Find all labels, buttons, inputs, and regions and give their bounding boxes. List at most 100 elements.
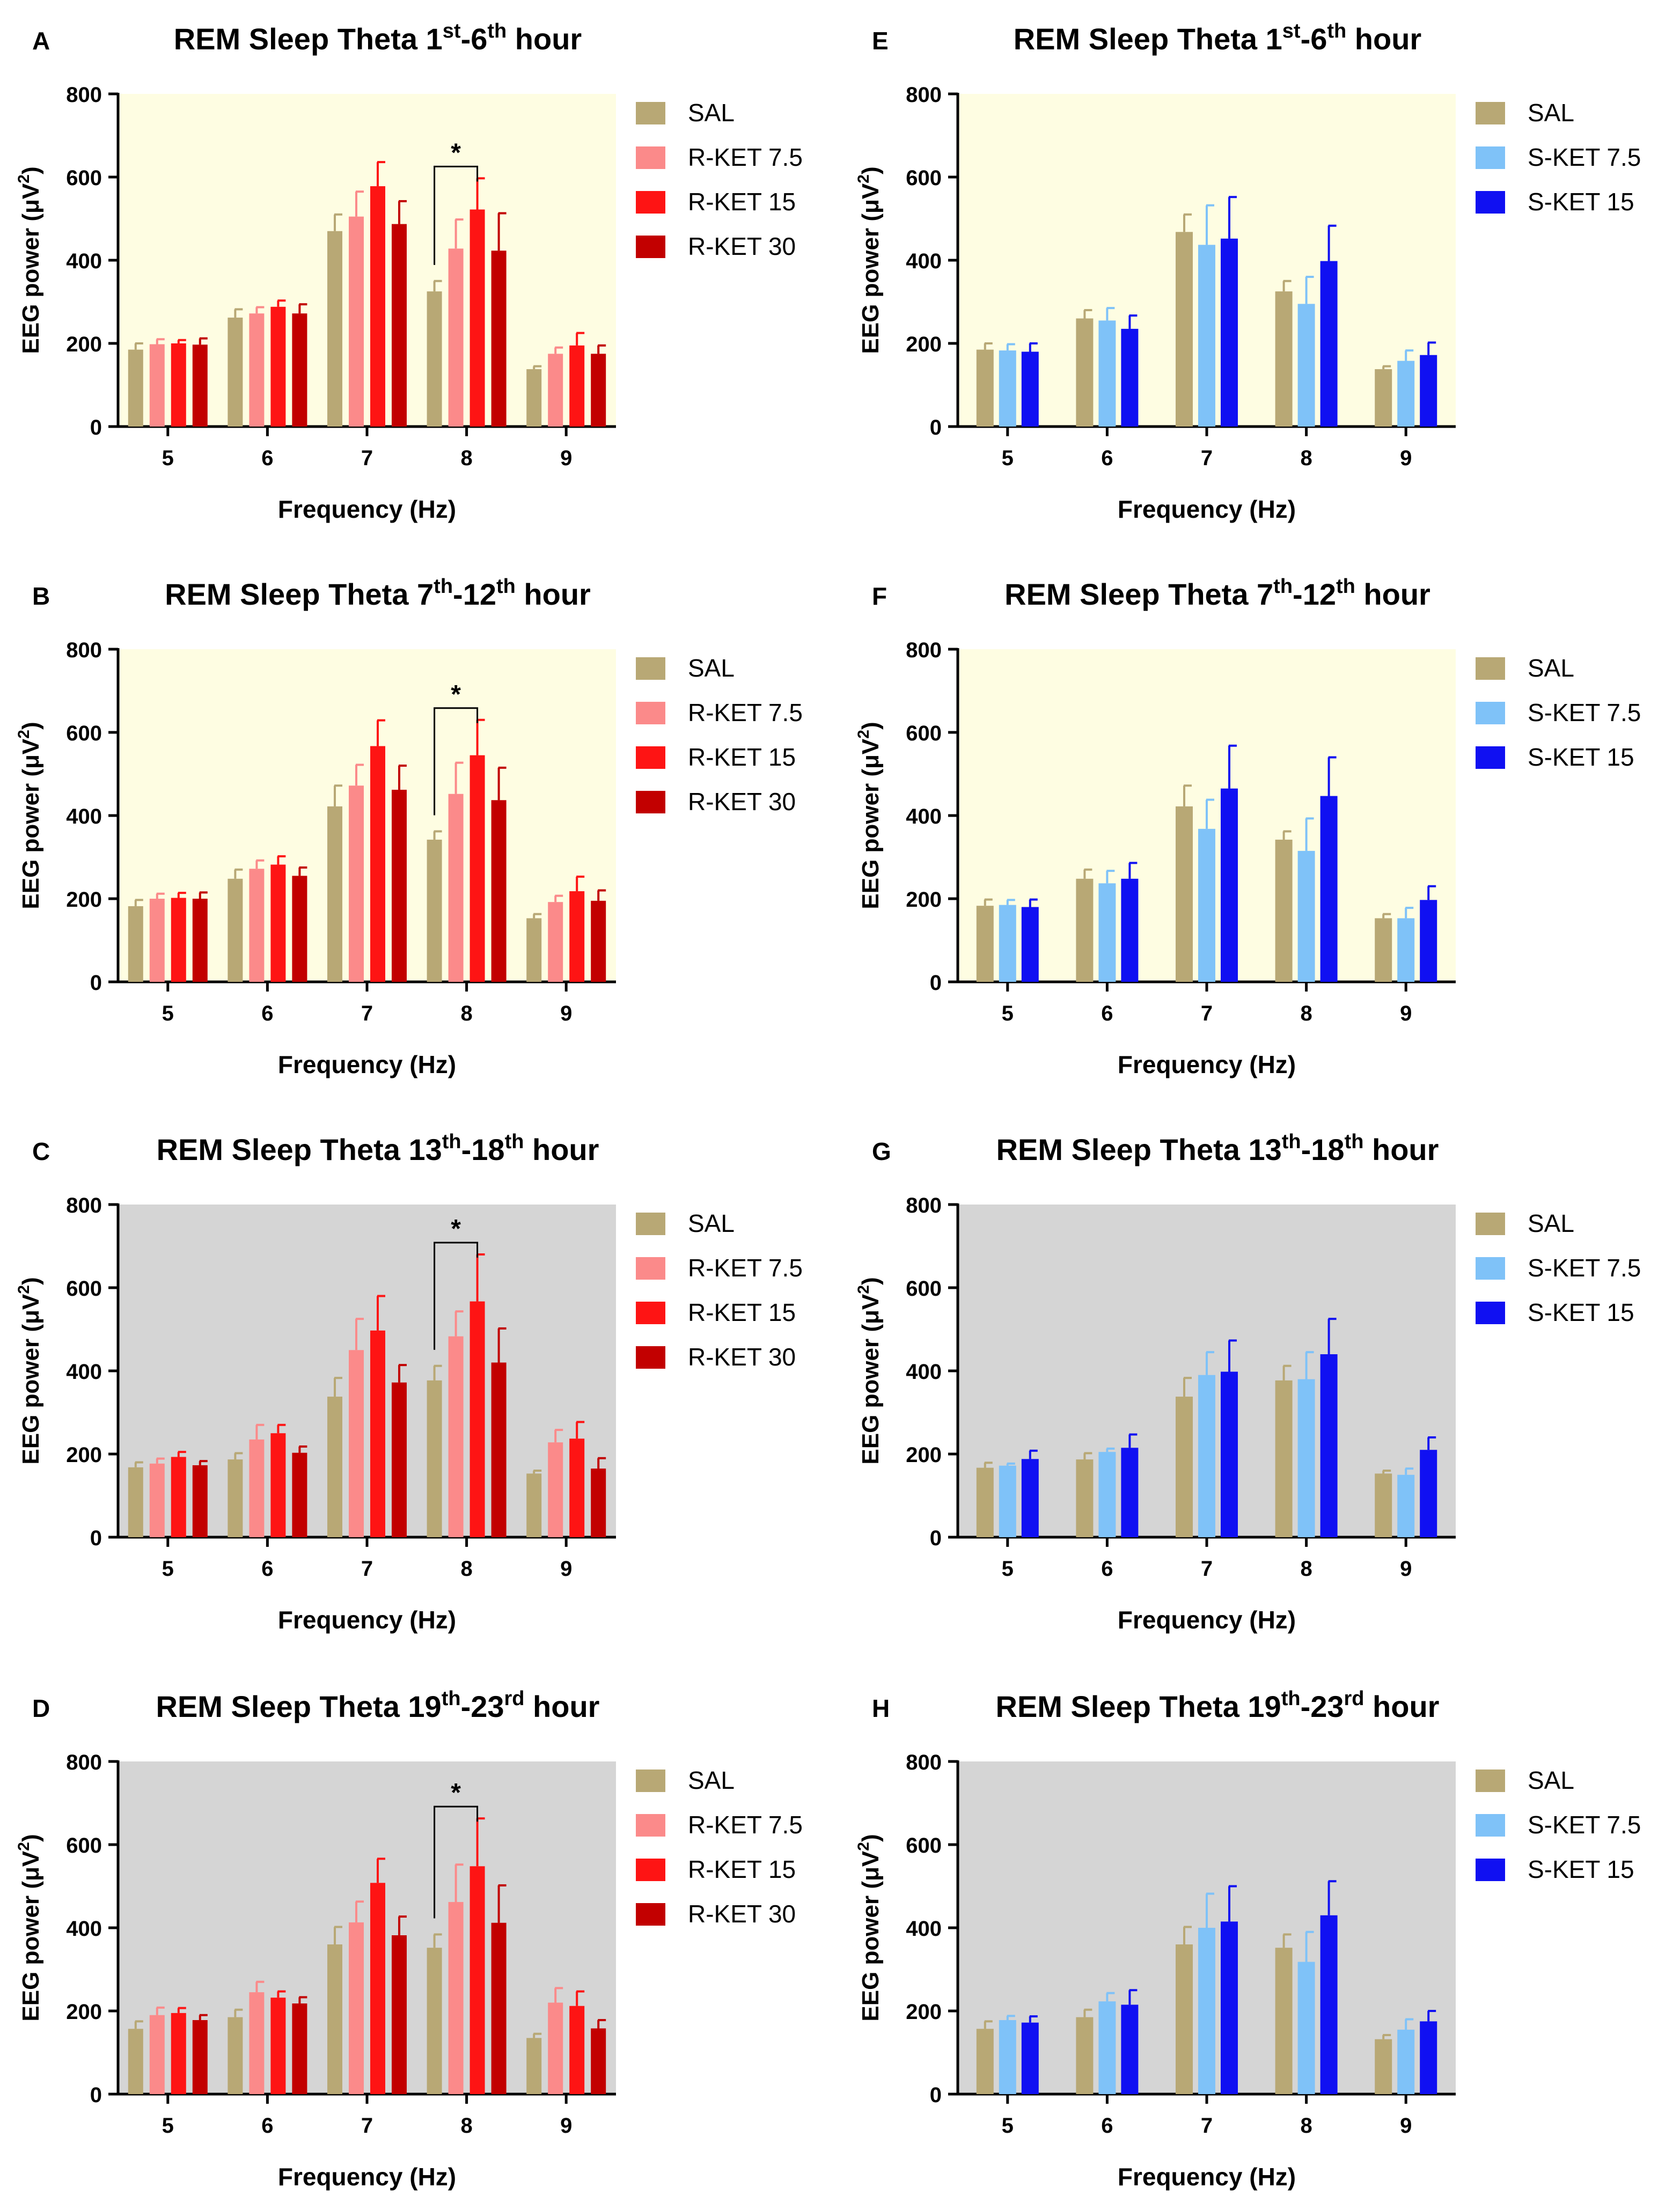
bar — [569, 891, 585, 982]
y-tick-label: 200 — [66, 2000, 102, 2024]
bar — [1098, 883, 1116, 982]
legend-label: SAL — [1528, 99, 1574, 127]
y-tick-label: 400 — [66, 1360, 102, 1384]
x-tick-label: 9 — [1400, 1002, 1412, 1025]
bar — [192, 2020, 208, 2094]
y-tick-label: 400 — [66, 249, 102, 273]
bar — [349, 785, 364, 982]
bar — [1275, 1948, 1293, 2094]
y-axis-label: EEG power (μV2) — [855, 722, 884, 909]
y-tick-label: 200 — [66, 333, 102, 356]
panel-h: H REM Sleep Theta 19th-23rd hour 0 200 400 60… — [855, 1687, 1641, 2191]
bar — [370, 186, 385, 427]
x-tick-label: 8 — [460, 2114, 472, 2138]
legend-label: SAL — [1528, 654, 1574, 682]
bar — [1198, 1928, 1215, 2094]
x-tick-label: 6 — [1101, 1002, 1113, 1025]
bar — [192, 899, 208, 982]
bar — [249, 313, 265, 427]
legend-label: S-KET 7.5 — [1528, 699, 1641, 726]
bar — [1198, 245, 1215, 427]
x-axis-label: Frequency (Hz) — [1118, 1606, 1296, 1634]
legend-label: SAL — [688, 1209, 735, 1237]
bar — [1076, 2017, 1094, 2094]
chart-title: REM Sleep Theta 1st-6th hour — [1014, 20, 1421, 56]
bar — [327, 1397, 342, 1537]
y-tick-label: 400 — [906, 1917, 942, 1941]
bar — [228, 2017, 243, 2094]
x-axis-label: Frequency (Hz) — [278, 1606, 456, 1634]
legend-label: R-KET 15 — [688, 1855, 796, 1883]
chart-title: REM Sleep Theta 7th-12th hour — [165, 575, 591, 611]
bar — [1021, 1459, 1039, 1537]
x-tick-label: 6 — [261, 2114, 273, 2138]
legend-swatch — [1476, 1257, 1505, 1280]
bar — [1297, 1379, 1315, 1537]
bar — [1297, 304, 1315, 427]
bar — [591, 900, 606, 982]
bar — [999, 905, 1016, 982]
panel-letter: B — [32, 582, 50, 610]
legend-label: R-KET 30 — [688, 1900, 796, 1928]
legend-swatch — [636, 1903, 665, 1926]
y-tick-label: 600 — [66, 166, 102, 190]
bar — [448, 1336, 464, 1537]
y-tick-label: 600 — [66, 1277, 102, 1301]
bar — [392, 224, 407, 427]
bar — [1275, 839, 1293, 982]
legend-label: R-KET 30 — [688, 1343, 796, 1371]
legend-swatch — [636, 1770, 665, 1792]
bar — [1297, 850, 1315, 982]
bar — [128, 1467, 143, 1537]
legend-swatch — [1476, 746, 1505, 769]
legend-label: R-KET 30 — [688, 232, 796, 260]
legend-swatch — [636, 1302, 665, 1324]
legend-swatch — [1476, 657, 1505, 680]
bar — [1397, 1474, 1415, 1537]
bar — [1375, 918, 1392, 982]
legend-swatch — [636, 146, 665, 169]
panel-letter: G — [872, 1137, 891, 1165]
bar — [591, 354, 606, 427]
y-tick-label: 200 — [66, 888, 102, 912]
legend-swatch — [636, 1213, 665, 1235]
panel-b: B REM Sleep Theta 7th-12th hour 0 200 400 600… — [15, 575, 803, 1078]
bar — [171, 898, 186, 982]
bar — [327, 806, 342, 982]
x-tick-label: 5 — [162, 446, 174, 470]
bar — [1076, 318, 1094, 427]
panel-letter: H — [872, 1694, 890, 1722]
bar — [1098, 1452, 1116, 1537]
x-tick-label: 8 — [1300, 446, 1312, 470]
panel-letter: D — [32, 1694, 50, 1722]
bar — [1221, 1921, 1238, 2094]
y-tick-label: 600 — [906, 722, 942, 745]
x-tick-label: 7 — [361, 1002, 373, 1025]
bar — [1275, 1380, 1293, 1537]
significance-bracket — [434, 707, 479, 816]
legend-label: R-KET 7.5 — [688, 699, 803, 726]
bar — [171, 2013, 186, 2094]
legend-label: R-KET 15 — [688, 743, 796, 771]
y-axis-label: EEG power (μV2) — [855, 1834, 884, 2021]
bar — [1098, 2001, 1116, 2094]
bar — [976, 349, 994, 427]
bar — [1221, 788, 1238, 982]
y-tick-label: 600 — [906, 1277, 942, 1301]
y-tick-label: 0 — [90, 1526, 102, 1550]
bar — [1076, 1459, 1094, 1537]
x-tick-label: 8 — [1300, 1557, 1312, 1581]
bar — [548, 2002, 563, 2094]
legend-label: R-KET 7.5 — [688, 143, 803, 171]
chart-title: REM Sleep Theta 7th-12th hour — [1004, 575, 1430, 611]
legend-label: R-KET 7.5 — [688, 1811, 803, 1839]
x-tick-label: 9 — [560, 2114, 572, 2138]
bar — [448, 794, 464, 982]
bar — [976, 1467, 994, 1537]
x-tick-label: 5 — [1002, 1557, 1014, 1581]
bar — [1297, 1962, 1315, 2094]
x-tick-label: 6 — [261, 1002, 273, 1025]
x-tick-label: 5 — [162, 1557, 174, 1581]
y-tick-label: 800 — [906, 83, 942, 107]
y-tick-label: 400 — [906, 1360, 942, 1384]
